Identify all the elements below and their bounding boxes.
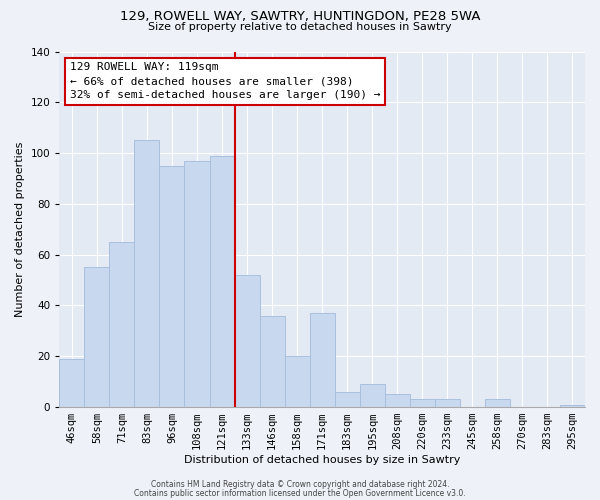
Bar xyxy=(260,316,284,407)
Text: Contains public sector information licensed under the Open Government Licence v3: Contains public sector information licen… xyxy=(134,488,466,498)
Bar xyxy=(209,156,235,407)
Bar xyxy=(109,242,134,407)
Bar xyxy=(435,400,460,407)
Text: 129 ROWELL WAY: 119sqm
← 66% of detached houses are smaller (398)
32% of semi-de: 129 ROWELL WAY: 119sqm ← 66% of detached… xyxy=(70,62,380,100)
Bar xyxy=(485,400,510,407)
Bar xyxy=(134,140,160,407)
Bar xyxy=(160,166,184,407)
Bar xyxy=(85,268,109,407)
Bar xyxy=(184,160,209,407)
Bar xyxy=(235,275,260,407)
Bar xyxy=(385,394,410,407)
X-axis label: Distribution of detached houses by size in Sawtry: Distribution of detached houses by size … xyxy=(184,455,460,465)
Text: 129, ROWELL WAY, SAWTRY, HUNTINGDON, PE28 5WA: 129, ROWELL WAY, SAWTRY, HUNTINGDON, PE2… xyxy=(120,10,480,23)
Bar xyxy=(310,313,335,407)
Y-axis label: Number of detached properties: Number of detached properties xyxy=(15,142,25,317)
Bar xyxy=(335,392,360,407)
Bar xyxy=(59,359,85,407)
Bar xyxy=(360,384,385,407)
Text: Contains HM Land Registry data © Crown copyright and database right 2024.: Contains HM Land Registry data © Crown c… xyxy=(151,480,449,489)
Bar xyxy=(284,356,310,407)
Bar xyxy=(410,400,435,407)
Bar xyxy=(560,404,585,407)
Text: Size of property relative to detached houses in Sawtry: Size of property relative to detached ho… xyxy=(148,22,452,32)
